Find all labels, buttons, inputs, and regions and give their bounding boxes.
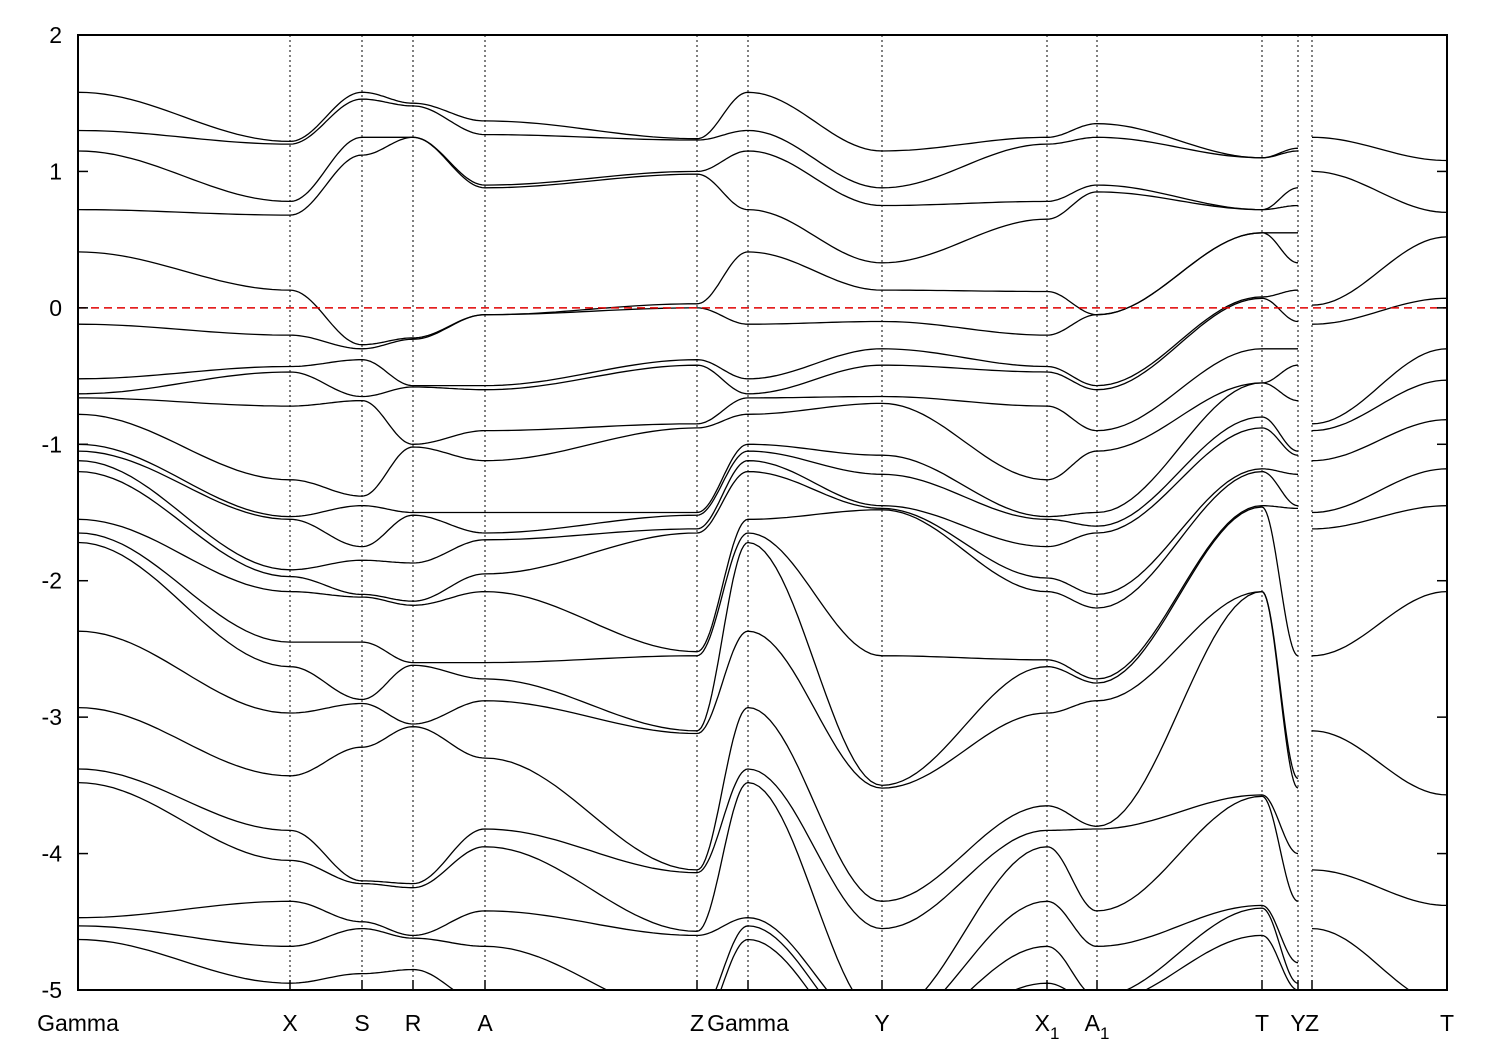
band-line-seg1-8 bbox=[1311, 505, 1447, 530]
x-tick-label: X1 bbox=[1035, 1010, 1060, 1043]
x-tick-label: T bbox=[1440, 1010, 1454, 1036]
band-line-seg1-10 bbox=[1311, 730, 1447, 796]
band-line-seg0-22 bbox=[78, 907, 1299, 990]
band-line-seg0-19 bbox=[78, 768, 1299, 930]
band-line-seg1-9 bbox=[1311, 590, 1447, 657]
band-line-seg0-2 bbox=[78, 136, 1299, 211]
x-tick-label: Gamma bbox=[37, 1010, 119, 1036]
x-tick-label: S bbox=[354, 1010, 369, 1036]
x-tick-label: T bbox=[1255, 1010, 1269, 1036]
band-line-seg1-1 bbox=[1311, 170, 1447, 214]
band-line-seg0-15 bbox=[78, 505, 1298, 680]
band-line-seg1-12 bbox=[1311, 927, 1411, 990]
band-line-seg0-1 bbox=[78, 98, 1298, 189]
band-line-seg1-7 bbox=[1311, 468, 1447, 514]
band-line-seg1-3 bbox=[1311, 297, 1447, 325]
y-tick-label: -5 bbox=[42, 977, 62, 1003]
band-line-seg0-20 bbox=[78, 781, 1299, 990]
y-tick-label: -2 bbox=[42, 568, 62, 594]
band-line-seg0-7 bbox=[78, 297, 1299, 398]
plot-frame bbox=[77, 34, 1448, 991]
bands bbox=[78, 91, 1447, 990]
band-line-seg1-2 bbox=[1311, 236, 1447, 306]
x-tick-label: R bbox=[405, 1010, 422, 1036]
x-tick-label: Z bbox=[1305, 1010, 1319, 1036]
band-line-seg1-6 bbox=[1311, 419, 1447, 462]
band-line-seg1-0 bbox=[1311, 136, 1447, 162]
y-tick-label: 0 bbox=[49, 295, 62, 321]
band-line-seg0-9 bbox=[78, 364, 1298, 497]
y-axis: -5 -4 -3 -2 -1 0 1 2 bbox=[42, 22, 1447, 1003]
band-line-seg0-5 bbox=[78, 232, 1299, 350]
band-line-seg0-23 bbox=[78, 934, 1299, 990]
band-line-seg0-8 bbox=[78, 348, 1298, 445]
band-line-seg1-4 bbox=[1311, 348, 1447, 425]
band-line-seg0-11 bbox=[78, 416, 1299, 548]
y-tick-label: 1 bbox=[49, 158, 62, 184]
band-line-seg0-6 bbox=[78, 289, 1299, 387]
x-tick-label: Gamma bbox=[707, 1010, 789, 1036]
band-line-seg0-4 bbox=[78, 232, 1298, 346]
band-line-seg1-11 bbox=[1311, 869, 1447, 907]
x-tick-label: X bbox=[282, 1010, 297, 1036]
y-tick-label: -4 bbox=[42, 841, 63, 867]
y-tick-label: -3 bbox=[42, 704, 62, 730]
x-tick-label: Y bbox=[1290, 1010, 1305, 1036]
band-line-seg0-18 bbox=[78, 590, 1299, 902]
band-line-seg0-16 bbox=[78, 506, 1299, 787]
band-line-seg0-10 bbox=[78, 382, 1298, 518]
x-axis: Gamma X S R A Z Gamma Y X1 A1 T Y Z T bbox=[37, 980, 1454, 1043]
band-line-seg0-14 bbox=[78, 470, 1299, 653]
band-line-seg0-13 bbox=[78, 468, 1298, 602]
x-tick-label: Z bbox=[690, 1010, 704, 1036]
y-tick-label: 2 bbox=[49, 22, 62, 48]
band-line-seg0-0 bbox=[78, 91, 1299, 159]
band-line-seg0-17 bbox=[78, 590, 1299, 789]
band-line-seg0-21 bbox=[78, 900, 1299, 990]
y-tick-label: -1 bbox=[42, 431, 62, 457]
band-line-seg0-3 bbox=[78, 136, 1299, 264]
x-tick-label: Y bbox=[874, 1010, 889, 1036]
x-tick-label: A1 bbox=[1085, 1010, 1110, 1043]
band-line-seg0-12 bbox=[78, 427, 1299, 571]
band-line-seg1-5 bbox=[1311, 379, 1447, 432]
x-tick-label: A bbox=[477, 1010, 493, 1036]
